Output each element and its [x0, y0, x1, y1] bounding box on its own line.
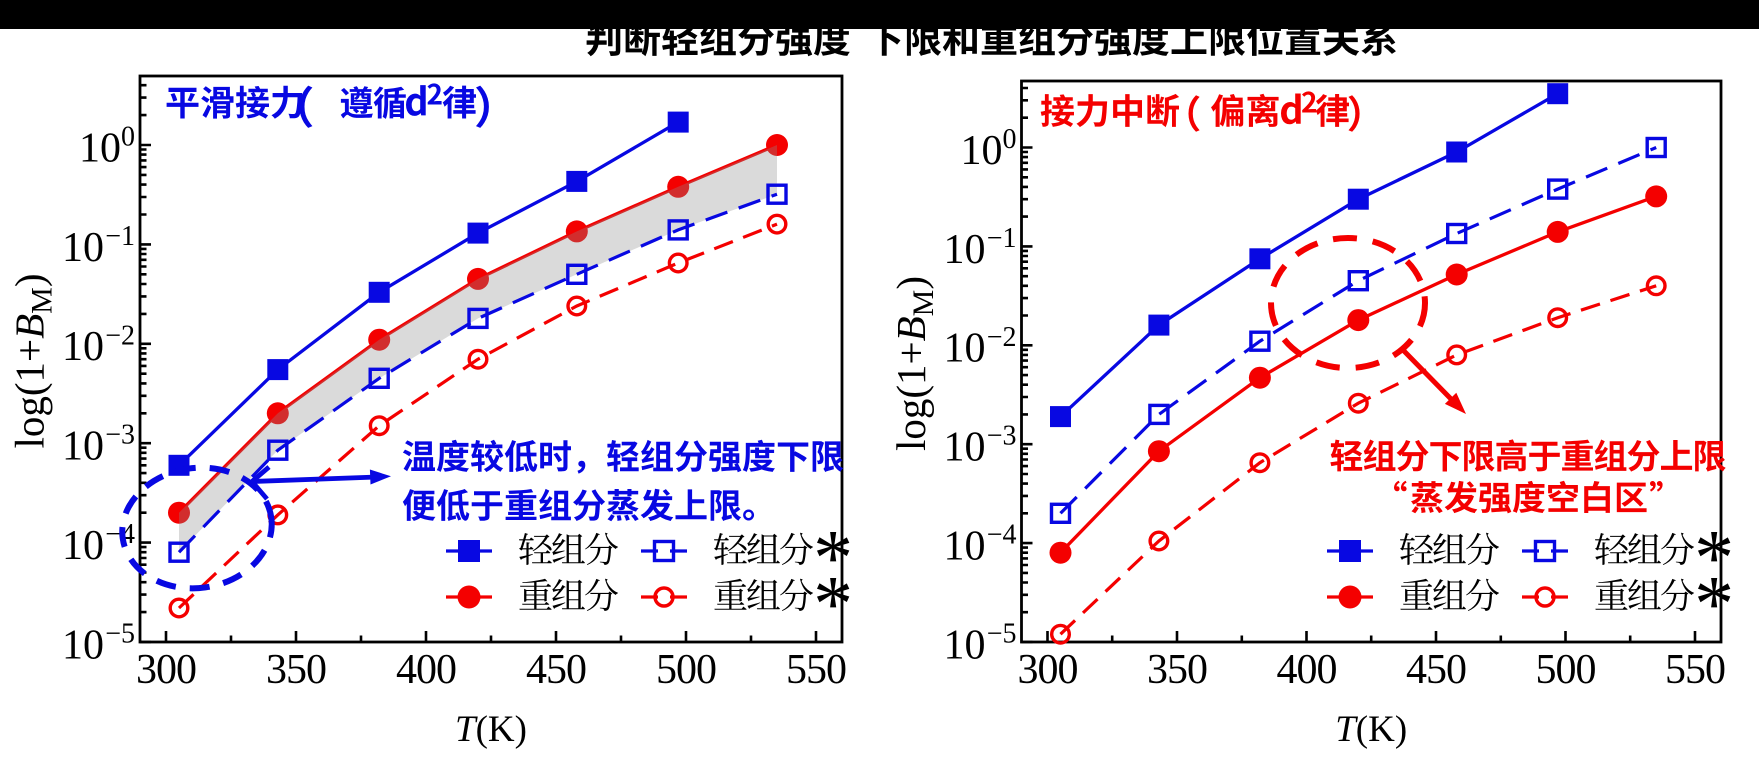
svg-text:−3: −3 — [987, 421, 1017, 452]
svg-text:10: 10 — [62, 622, 104, 668]
svg-text:−5: −5 — [987, 619, 1017, 650]
svg-text:400: 400 — [396, 647, 456, 693]
svg-text:10: 10 — [944, 622, 986, 668]
svg-text:450: 450 — [526, 647, 586, 693]
svg-text:10: 10 — [944, 326, 986, 372]
svg-text:−3: −3 — [105, 420, 135, 451]
svg-text:10: 10 — [62, 424, 104, 470]
svg-text:0: 0 — [121, 122, 135, 153]
svg-text:550: 550 — [786, 647, 846, 693]
svg-text:350: 350 — [1147, 647, 1207, 693]
svg-text:300: 300 — [136, 647, 196, 693]
svg-text:10: 10 — [62, 523, 104, 569]
svg-text:10: 10 — [944, 524, 986, 570]
svg-text:10: 10 — [961, 128, 1003, 174]
svg-text:10: 10 — [62, 324, 104, 370]
svg-text:500: 500 — [656, 647, 716, 693]
svg-text:500: 500 — [1536, 647, 1596, 693]
svg-text:10: 10 — [62, 225, 104, 271]
svg-text:400: 400 — [1277, 647, 1337, 693]
svg-text:T(K): T(K) — [1335, 709, 1407, 750]
svg-text:10: 10 — [944, 227, 986, 273]
svg-text:10: 10 — [944, 425, 986, 471]
svg-text:550: 550 — [1665, 647, 1725, 693]
svg-text:10: 10 — [79, 125, 121, 171]
svg-text:T(K): T(K) — [455, 709, 527, 750]
svg-text:log(1+BM): log(1+BM) — [7, 273, 59, 448]
svg-text:−1: −1 — [105, 221, 135, 252]
svg-text:350: 350 — [266, 647, 326, 693]
svg-text:−4: −4 — [987, 520, 1017, 551]
svg-text:−2: −2 — [987, 322, 1017, 353]
svg-text:450: 450 — [1406, 647, 1466, 693]
svg-text:−2: −2 — [105, 320, 135, 351]
svg-text:−1: −1 — [987, 223, 1017, 254]
svg-text:−5: −5 — [105, 619, 135, 650]
svg-text:0: 0 — [1003, 124, 1017, 155]
svg-text:300: 300 — [1018, 647, 1078, 693]
